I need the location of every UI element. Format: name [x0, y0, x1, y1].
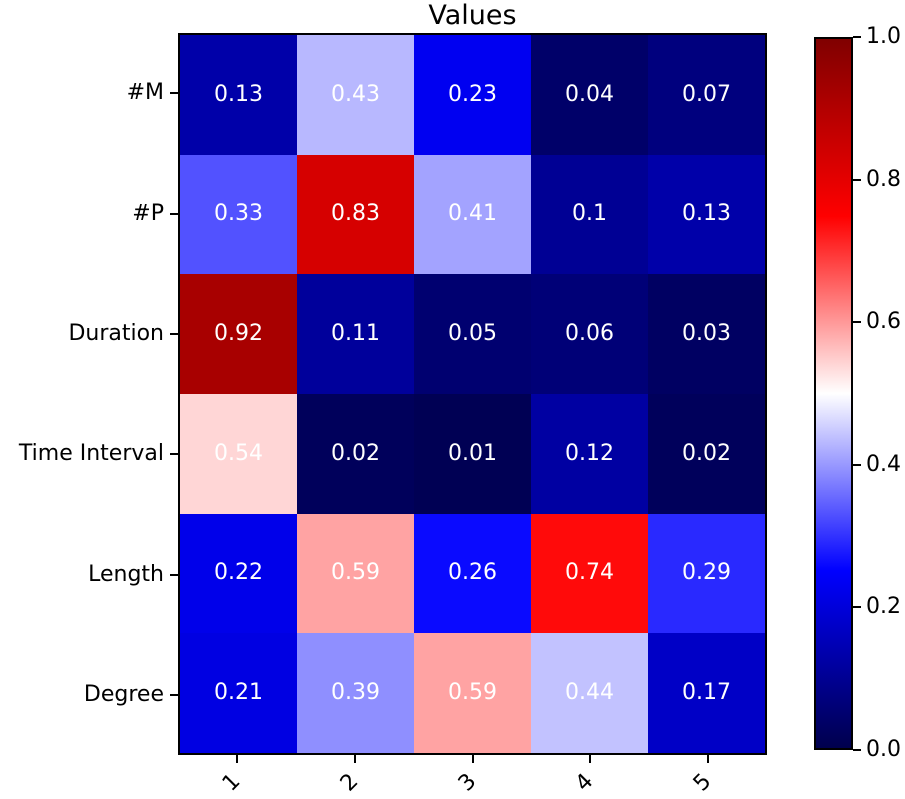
heatmap-cell-value: 0.11 [331, 321, 380, 347]
heatmap-grid: 0.13 0.43 0.23 0.04 0.07 0.33 0.83 0.41 0.1 0.13 0… [180, 35, 765, 753]
heatmap-cell-value: 0.83 [331, 201, 380, 227]
y-axis-label: Length [88, 561, 164, 587]
heatmap-cell-value: 0.07 [682, 81, 731, 107]
heatmap-cell: 0.06 [531, 274, 648, 394]
heatmap-cell: 0.12 [531, 393, 648, 514]
heatmap-cell-value: 0.39 [331, 680, 380, 706]
colorbar-tick [853, 36, 861, 38]
colorbar-tick [853, 178, 861, 181]
heatmap-cell: 0.1 [531, 154, 648, 275]
colorbar-tick [853, 321, 861, 324]
heatmap-cell: 0.74 [531, 513, 648, 634]
colorbar-tick-label: 1.0 [866, 24, 901, 49]
x-axis-tick [471, 755, 474, 763]
heatmap-cell: 0.02 [648, 393, 765, 514]
colorbar-tick-label: 0.8 [866, 166, 901, 192]
heatmap-cell-value: 0.74 [565, 560, 614, 586]
heatmap-cell: 0.59 [297, 513, 414, 634]
heatmap-cell-value: 0.21 [214, 680, 263, 706]
heatmap-cell-value: 0.05 [448, 321, 497, 347]
heatmap-cell-value: 0.23 [448, 81, 497, 107]
heatmap-cell-value: 0.03 [682, 321, 731, 347]
heatmap-cell-value: 0.26 [448, 560, 497, 586]
colorbar-tick-label: 0.6 [866, 309, 901, 335]
x-axis-label: 2 [335, 768, 364, 797]
heatmap-cell-value: 0.1 [572, 201, 607, 227]
heatmap-cell: 0.03 [648, 274, 765, 394]
heatmap-cell-value: 0.02 [331, 440, 380, 466]
y-axis-tick [170, 693, 178, 696]
heatmap-cell-value: 0.44 [565, 680, 614, 706]
x-axis-label: 3 [453, 768, 481, 797]
heatmap-cell-value: 0.59 [448, 680, 497, 706]
heatmap-cell: 0.29 [648, 513, 765, 634]
y-axis-label: Degree [83, 681, 164, 707]
y-axis-tick [170, 212, 178, 215]
heatmap-cell-value: 0.06 [565, 321, 614, 347]
heatmap-cell: 0.33 [180, 154, 297, 275]
colorbar-tick-label: 0.2 [866, 594, 901, 620]
x-axis-tick [707, 755, 710, 763]
colorbar-tick [853, 749, 861, 751]
heatmap-cell: 0.11 [297, 274, 414, 394]
y-axis-tick [170, 332, 178, 335]
colorbar [814, 37, 853, 750]
x-axis-tick [353, 755, 356, 763]
heatmap-cell: 0.92 [180, 274, 297, 394]
colorbar-tick-label: 0.0 [866, 737, 901, 762]
chart-title: Values [428, 0, 517, 31]
heatmap-cell: 0.21 [180, 633, 297, 753]
heatmap-cell: 0.83 [297, 154, 414, 275]
heatmap-cell: 0.07 [648, 35, 765, 155]
colorbar-tick [853, 606, 861, 609]
y-axis-label: Duration [68, 320, 164, 346]
heatmap-cell: 0.05 [414, 274, 531, 394]
y-axis-tick [170, 453, 178, 456]
heatmap-cell-value: 0.33 [214, 201, 263, 227]
heatmap-cell: 0.26 [414, 513, 531, 634]
heatmap-cell-value: 0.01 [448, 440, 497, 466]
y-axis-label: #M [126, 80, 164, 106]
heatmap-cell-value: 0.13 [682, 201, 731, 227]
heatmap-cell: 0.01 [414, 393, 531, 514]
heatmap-cell: 0.02 [297, 393, 414, 514]
heatmap-cell-value: 0.92 [214, 321, 263, 347]
colorbar-tick-label: 0.4 [866, 451, 901, 477]
heatmap-cell: 0.54 [180, 393, 297, 514]
x-axis-label: 5 [688, 768, 717, 797]
x-axis-tick [235, 755, 238, 763]
y-axis-tick [170, 573, 178, 576]
heatmap-cell-value: 0.29 [682, 560, 731, 586]
heatmap-cell: 0.22 [180, 513, 297, 634]
heatmap-cell-value: 0.41 [448, 201, 497, 227]
heatmap-cell: 0.13 [180, 35, 297, 155]
colorbar-tick [853, 463, 861, 466]
heatmap-cell: 0.59 [414, 633, 531, 753]
heatmap-plot-area: 0.13 0.43 0.23 0.04 0.07 0.33 0.83 0.41 0.1 0.13 0… [178, 33, 767, 755]
heatmap-cell: 0.04 [531, 35, 648, 155]
heatmap-cell-value: 0.43 [331, 81, 380, 107]
heatmap-cell: 0.41 [414, 154, 531, 275]
heatmap-cell-value: 0.02 [682, 440, 731, 466]
x-axis-label: 1 [217, 768, 246, 797]
heatmap-cell: 0.23 [414, 35, 531, 155]
heatmap-cell-value: 0.22 [214, 560, 263, 586]
x-axis-label: 4 [571, 768, 599, 797]
y-axis-label: Time Interval [18, 441, 164, 467]
heatmap-cell-value: 0.54 [214, 440, 263, 466]
heatmap-cell: 0.44 [531, 633, 648, 753]
x-axis-tick [589, 755, 592, 763]
heatmap-cell-value: 0.17 [682, 680, 731, 706]
heatmap-cell: 0.43 [297, 35, 414, 155]
heatmap-cell-value: 0.04 [565, 81, 614, 107]
heatmap-cell-value: 0.13 [214, 81, 263, 107]
y-axis-label: #P [132, 200, 164, 226]
heatmap-cell: 0.39 [297, 633, 414, 753]
heatmap-cell: 0.13 [648, 154, 765, 275]
heatmap-cell-value: 0.12 [565, 440, 614, 466]
heatmap-cell: 0.17 [648, 633, 765, 753]
y-axis-tick [170, 92, 178, 95]
heatmap-cell-value: 0.59 [331, 560, 380, 586]
